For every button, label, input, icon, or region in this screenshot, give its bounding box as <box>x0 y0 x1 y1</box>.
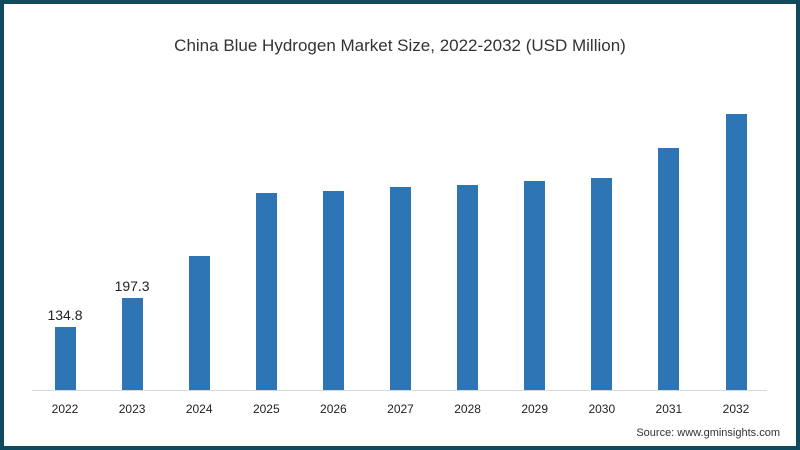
data-label-2022: 134.8 <box>47 307 83 323</box>
bar-2029 <box>524 181 546 390</box>
bar-2032 <box>725 114 747 390</box>
bar-2027 <box>390 187 411 390</box>
bar-2026 <box>322 190 344 390</box>
data-label-2023: 197.3 <box>114 277 150 294</box>
bar-2030 <box>591 177 613 390</box>
x-tick-2027: 2027 <box>387 402 414 416</box>
bar-2024 <box>188 255 210 390</box>
chart-title: China Blue Hydrogen Market Size, 2022-20… <box>174 36 626 55</box>
bar-2023 <box>121 297 143 390</box>
x-tick-2022: 2022 <box>51 402 79 416</box>
bar-2022 <box>54 327 76 390</box>
x-tick-2023: 2023 <box>118 402 146 416</box>
bar-2028 <box>457 184 479 390</box>
x-tick-2026: 2026 <box>320 402 347 416</box>
x-tick-2032: 2032 <box>722 402 750 416</box>
x-tick-2030: 2030 <box>588 402 616 416</box>
bar-2025 <box>255 193 277 390</box>
bar-2031 <box>658 147 680 390</box>
x-axis-line <box>32 390 767 391</box>
x-tick-2028: 2028 <box>454 402 481 416</box>
plot-area: 134.8 197.3 <box>32 60 767 390</box>
x-tick-2025: 2025 <box>252 402 280 416</box>
x-tick-2029: 2029 <box>521 402 549 416</box>
x-tick-2024: 2024 <box>185 402 213 416</box>
x-tick-2031: 2031 <box>655 402 683 416</box>
source-note: Source: www.gminsights.com <box>636 427 780 439</box>
